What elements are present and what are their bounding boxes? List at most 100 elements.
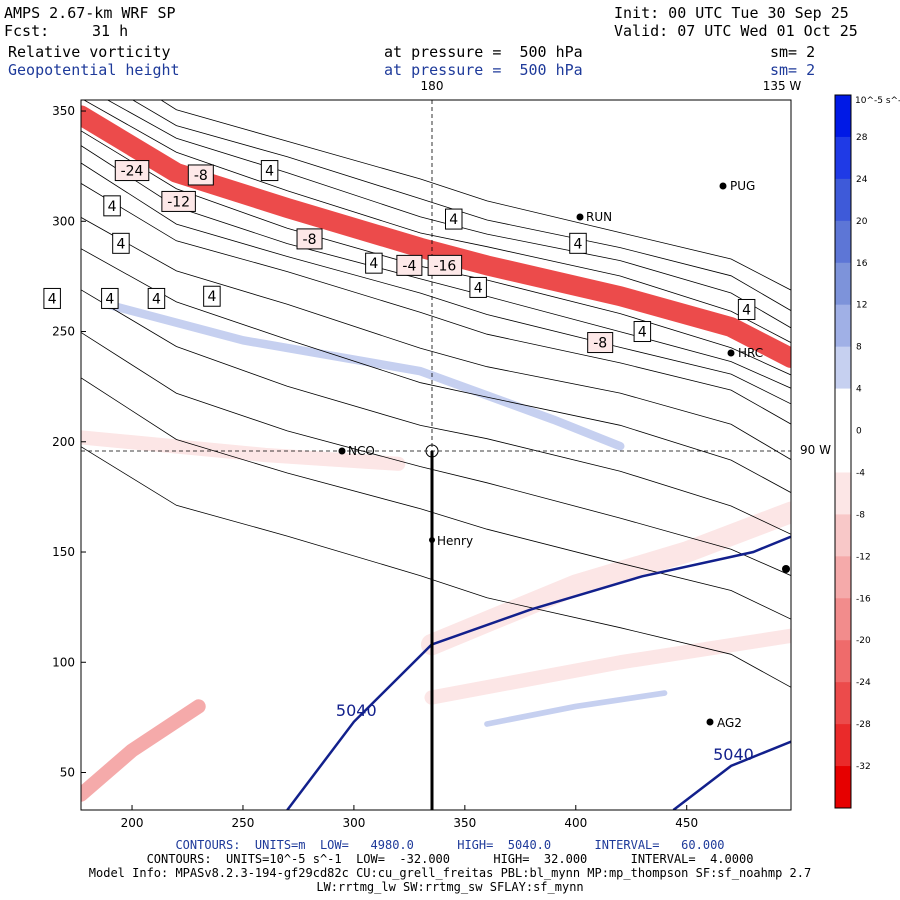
svg-text:-12: -12: [167, 194, 190, 210]
svg-text:4: 4: [108, 199, 117, 215]
model-title: AMPS 2.67-km WRF SP: [4, 4, 176, 22]
vorticity-label-0: -24: [114, 160, 150, 182]
colorbar-label-8: 0: [856, 427, 862, 437]
svg-text:-8: -8: [593, 336, 607, 352]
vorticity-label-5: 4: [112, 232, 130, 254]
vorticity-label-8: 4: [365, 252, 383, 274]
svg-text:4: 4: [369, 256, 378, 272]
svg-text:4: 4: [574, 236, 583, 252]
vorticity-label-15: 4: [203, 285, 221, 307]
svg-text:4: 4: [116, 236, 125, 252]
station-label-hrc: HRC: [738, 346, 763, 360]
y-tick-label-0: 50: [60, 766, 75, 780]
colorbar-swatch-12: [835, 598, 851, 641]
station-marker-ag2: [706, 718, 714, 726]
colorbar-label-16: -32: [856, 762, 871, 772]
colorbar-swatch-14: [835, 682, 851, 725]
colorbar-swatch-7: [835, 388, 851, 432]
colorbar-label-15: -28: [856, 720, 871, 730]
vorticity-contour-line-7: [81, 183, 791, 425]
svg-text:-8: -8: [303, 232, 317, 248]
height-contour-label-0: 5040: [336, 701, 377, 720]
colorbar-swatch-13: [835, 640, 851, 683]
vorticity-band-1: [105, 300, 625, 451]
colorbar-swatch-0: [835, 95, 851, 138]
colorbar-swatch-6: [835, 346, 851, 390]
station-marker-hrc: [727, 349, 735, 357]
pole-marker: [425, 444, 439, 458]
valid-time: Valid: 07 UTC Wed 01 Oct 25: [614, 22, 858, 40]
vorticity-band-5: [484, 690, 668, 727]
forecast-label: Fcst:: [4, 22, 50, 40]
field1-smoothing: sm= 2: [770, 43, 816, 61]
field1-name: Relative vorticity: [8, 43, 171, 61]
svg-text:4: 4: [638, 325, 647, 341]
svg-text:-16: -16: [433, 258, 456, 274]
svg-text:4: 4: [449, 212, 458, 228]
colorbar-label-7: 4: [856, 385, 862, 395]
height-contour-0: [286, 535, 791, 810]
vorticity-contour-line-0: [160, 100, 791, 291]
y-tick-label-1: 100: [52, 655, 75, 669]
station-marker-edge: [782, 565, 790, 573]
vorticity-label-11: 4: [569, 232, 587, 254]
colorbar-label-11: -12: [856, 552, 871, 562]
vorticity-band-3: [420, 501, 791, 656]
vorticity-label-4: -12: [161, 190, 196, 212]
colorbar-label-3: 20: [856, 217, 868, 227]
vorticity-contour-line-5: [81, 145, 791, 389]
field2-name: Geopotential height: [8, 61, 180, 79]
vorticity-contour-line-10: [81, 289, 791, 535]
colorbar-swatch-11: [835, 556, 851, 599]
colorbar-swatch-3: [835, 220, 851, 264]
lon-90w-label: 90 W: [800, 443, 831, 457]
colorbar-swatch-2: [835, 178, 851, 222]
height-contour-1: [672, 740, 791, 810]
vorticity-label-10: -16: [427, 254, 463, 276]
station-label-run: RUN: [586, 210, 612, 224]
vorticity-contour-line-3: [83, 100, 791, 343]
colorbar-swatch-16: [835, 766, 851, 809]
field2-level: at pressure = 500 hPa: [384, 61, 583, 79]
model-info: Model Info: MPASv8.2.3-194-gf29cd82c CU:…: [88, 866, 812, 880]
station-label-pug: PUG: [730, 179, 755, 193]
vorticity-label-7: 4: [445, 208, 463, 230]
colorbar-swatch-10: [835, 514, 851, 557]
height-contour-label-1: 5040: [713, 745, 754, 764]
vorticity-band-4: [424, 628, 791, 705]
vorticity-label-2: 4: [260, 160, 279, 182]
station-marker-henry: [429, 537, 435, 543]
svg-text:4: 4: [48, 291, 57, 307]
station-marker-pug: [719, 182, 727, 190]
svg-text:-8: -8: [194, 168, 208, 184]
vorticity-label-1: -8: [187, 164, 214, 186]
y-tick-label-6: 350: [52, 104, 75, 118]
colorbar-swatch-15: [835, 724, 851, 767]
vorticity-label-12: 4: [43, 287, 61, 309]
init-time: Init: 00 UTC Tue 30 Sep 25: [614, 4, 849, 22]
colorbar-label-5: 12: [856, 301, 867, 311]
colorbar-label-4: 16: [856, 259, 868, 269]
colorbar-label-1: 28: [856, 133, 868, 143]
x-tick-label-2: 300: [342, 816, 365, 830]
y-tick-label-3: 200: [52, 435, 75, 449]
colorbar-label-10: -8: [856, 510, 865, 520]
vorticity-contour-line-12: [81, 377, 791, 620]
y-tick-label-4: 250: [52, 325, 75, 339]
svg-text:4: 4: [474, 280, 483, 296]
vorticity-label-3: 4: [103, 195, 121, 217]
vorticity-contour-line-6: [81, 162, 791, 405]
field2-smoothing: sm= 2: [770, 61, 816, 79]
colorbar-label-9: -4: [856, 468, 865, 478]
model-info-radiation: LW:rrtmg_lw SW:rrtmg_sw SFLAY:sf_mynn: [316, 880, 584, 894]
vorticity-label-18: -8: [587, 332, 614, 354]
station-label-ag2: AG2: [717, 716, 742, 730]
colorbar-swatch-5: [835, 304, 851, 348]
x-tick-label-1: 250: [232, 816, 255, 830]
colorbar-label-13: -20: [856, 636, 871, 646]
colorbar-label-6: 8: [856, 343, 862, 353]
x-tick-label-3: 350: [453, 816, 476, 830]
station-marker-nco: [338, 447, 346, 455]
station-marker-run: [576, 213, 584, 221]
field1-level: at pressure = 500 hPa: [384, 43, 583, 61]
